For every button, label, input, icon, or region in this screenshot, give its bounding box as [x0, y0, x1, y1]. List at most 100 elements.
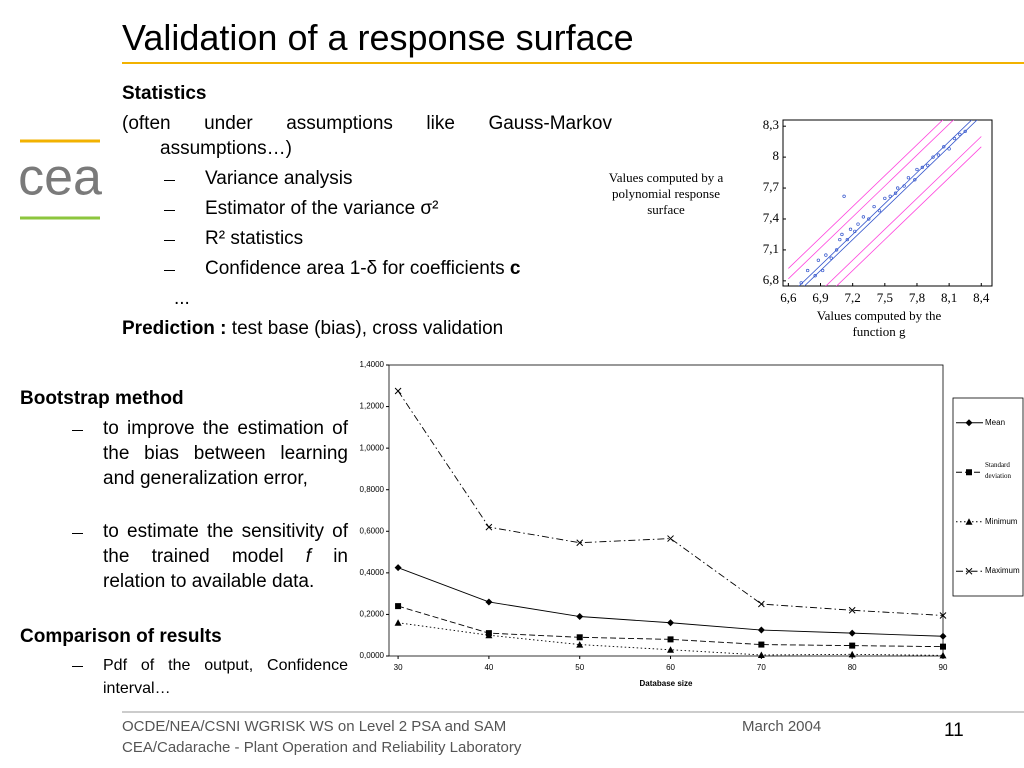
- marker: [394, 387, 402, 395]
- text: Confidence area 1-δ for coefficients: [205, 258, 510, 279]
- list-item: Pdf of the output, Confidence interval…: [103, 657, 348, 697]
- marker: [939, 632, 947, 640]
- text: f: [305, 546, 312, 567]
- text: (often under assumptions like Gauss-Mark…: [122, 113, 612, 159]
- list-item: Estimator of the variance σ²: [205, 198, 439, 219]
- line: [397, 390, 944, 616]
- legend-label: Mean: [985, 417, 1006, 427]
- y-tick-label: 1,4000: [360, 360, 385, 369]
- marker: [667, 619, 675, 627]
- marker: [576, 539, 584, 547]
- y-tick-label: 1,2000: [360, 402, 385, 411]
- legend-entry: Maximum: [985, 566, 1020, 576]
- list-item: to estimate the sensitivity of the train…: [103, 519, 348, 594]
- marker: [965, 419, 973, 427]
- title: Validation of a response surface: [122, 17, 634, 58]
- marker: [848, 650, 856, 658]
- text: in relation to available data.: [103, 546, 349, 592]
- point: [816, 258, 821, 262]
- x-tick-label: 8,4: [973, 290, 990, 305]
- x-tick-label: 70: [757, 663, 766, 672]
- x-tick-label: 60: [666, 663, 675, 672]
- y-tick-label: 7,1: [763, 241, 779, 256]
- point: [893, 191, 898, 195]
- bullet: [164, 210, 175, 211]
- y-tick-label: 6,8: [763, 272, 779, 287]
- point: [834, 248, 839, 252]
- y-tick-label: 7,4: [763, 210, 780, 225]
- plot-frame: [782, 119, 993, 287]
- marker: [667, 535, 674, 542]
- y-tick-label: 7,7: [763, 179, 780, 194]
- legend-entry: Mean: [985, 417, 1006, 427]
- marker: [485, 523, 493, 531]
- x-tick-label: 50: [575, 663, 584, 672]
- line: [825, 136, 982, 286]
- point: [936, 153, 941, 157]
- point: [931, 155, 935, 159]
- text: ...: [174, 288, 190, 309]
- y-axis-label: Values computed by a polynomial response…: [608, 170, 724, 217]
- point: [942, 145, 946, 149]
- footer-date: March 2004: [742, 718, 822, 735]
- heading: Statistics: [122, 83, 207, 104]
- point: [821, 268, 825, 273]
- point: [842, 194, 846, 198]
- bullet: [164, 240, 175, 241]
- x-tick-label: 40: [484, 663, 493, 672]
- bullet: [164, 180, 175, 181]
- text: test base (bias), cross validation: [231, 318, 504, 339]
- bullet: [72, 666, 83, 667]
- marker: [757, 626, 765, 634]
- x-tick-label: 7,5: [877, 290, 893, 305]
- point: [906, 176, 911, 180]
- point: [824, 253, 828, 257]
- marker: [395, 603, 402, 610]
- marker: [940, 643, 946, 650]
- point: [920, 165, 924, 170]
- marker: [394, 564, 402, 572]
- point: [838, 237, 842, 242]
- marker: [667, 646, 675, 653]
- y-tick-label: 0,8000: [360, 485, 385, 494]
- marker: [965, 518, 973, 525]
- point: [872, 204, 876, 209]
- point: [915, 167, 919, 172]
- x-tick-label: 8,1: [941, 290, 957, 305]
- point: [856, 222, 860, 226]
- x-tick-label: 30: [394, 663, 403, 672]
- footer-text: OCDE/NEA/CSNI WGRISK WS on Level 2 PSA a…: [122, 718, 507, 735]
- page-number: 11: [944, 720, 964, 741]
- legend-label: Maximum: [985, 566, 1020, 576]
- plot-area: [788, 120, 982, 286]
- point: [926, 163, 930, 168]
- bullet: [72, 533, 83, 534]
- marker: [394, 619, 402, 626]
- marker: [848, 606, 856, 614]
- line: [788, 120, 954, 280]
- point: [883, 196, 887, 201]
- y-tick-label: 8: [773, 148, 780, 163]
- list-item: Variance analysis: [205, 168, 353, 189]
- point: [963, 129, 967, 133]
- legend-label: Standard deviation: [985, 461, 1012, 481]
- marker: [576, 613, 584, 621]
- legend-entry: Standard deviation: [985, 461, 1012, 481]
- heading: Comparison of results: [20, 626, 222, 647]
- bullet: [164, 270, 175, 271]
- list-item: R² statistics: [205, 228, 304, 249]
- plot-frame: [388, 364, 944, 657]
- point: [829, 256, 833, 260]
- point: [947, 147, 951, 151]
- marker: [757, 651, 765, 658]
- marker: [576, 634, 583, 641]
- line: [803, 120, 978, 286]
- legend: [952, 397, 1024, 597]
- point: [813, 274, 817, 278]
- point: [840, 232, 844, 237]
- y-tick-label: 1,0000: [360, 443, 385, 452]
- point: [952, 136, 957, 141]
- x-tick-label: 6,9: [812, 290, 828, 305]
- marker: [939, 651, 947, 659]
